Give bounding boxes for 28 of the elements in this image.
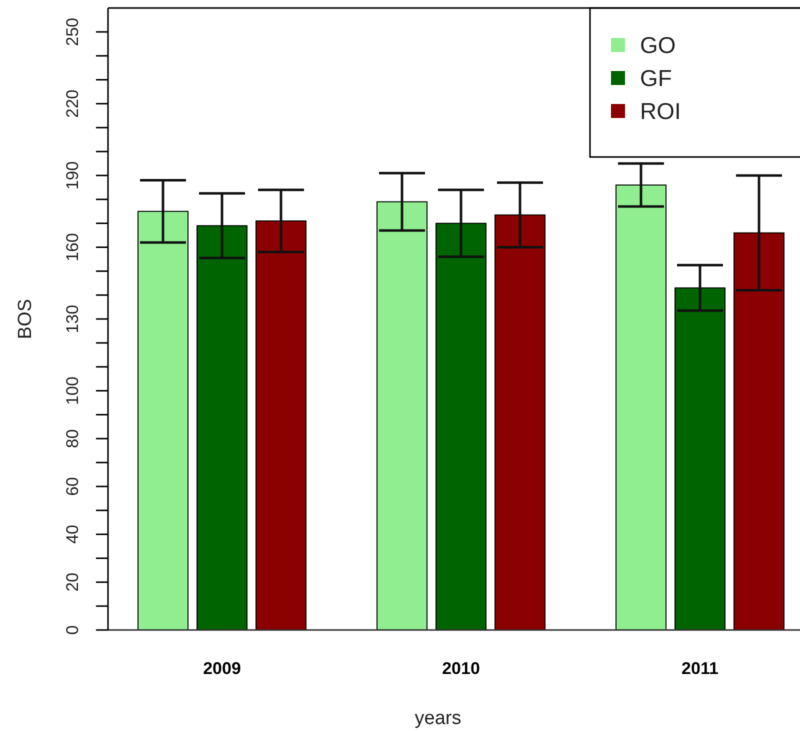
y-tick-label: 0	[63, 625, 82, 635]
bar	[494, 214, 546, 630]
bar	[256, 220, 306, 630]
legend-label: GF	[640, 65, 672, 91]
x-tick-label: 2009	[203, 659, 241, 678]
y-tick-label: 60	[63, 477, 82, 496]
bar	[376, 201, 428, 630]
y-tick-label: 80	[63, 429, 82, 448]
bar	[196, 225, 248, 630]
y-tick-label: 40	[63, 524, 82, 544]
y-tick-label: 160	[63, 233, 82, 262]
y-tick-label: 190	[63, 161, 82, 190]
bar	[436, 222, 486, 630]
y-tick-label: 220	[63, 90, 82, 118]
legend-label: GO	[640, 32, 676, 58]
y-axis-title: BOS	[15, 298, 36, 340]
bar	[138, 210, 188, 630]
x-tick-label: 2010	[442, 659, 480, 678]
bar	[616, 184, 666, 630]
y-tick-label: 250	[63, 18, 82, 46]
y-tick-label: 130	[63, 304, 82, 334]
bar	[734, 232, 784, 630]
legend-label: ROI	[640, 98, 681, 124]
x-tick-label: 2011	[682, 659, 718, 678]
y-tick-label: 100	[63, 376, 82, 405]
bar	[674, 287, 726, 630]
x-axis-title: years	[414, 708, 462, 729]
y-tick-label: 20	[63, 572, 82, 592]
